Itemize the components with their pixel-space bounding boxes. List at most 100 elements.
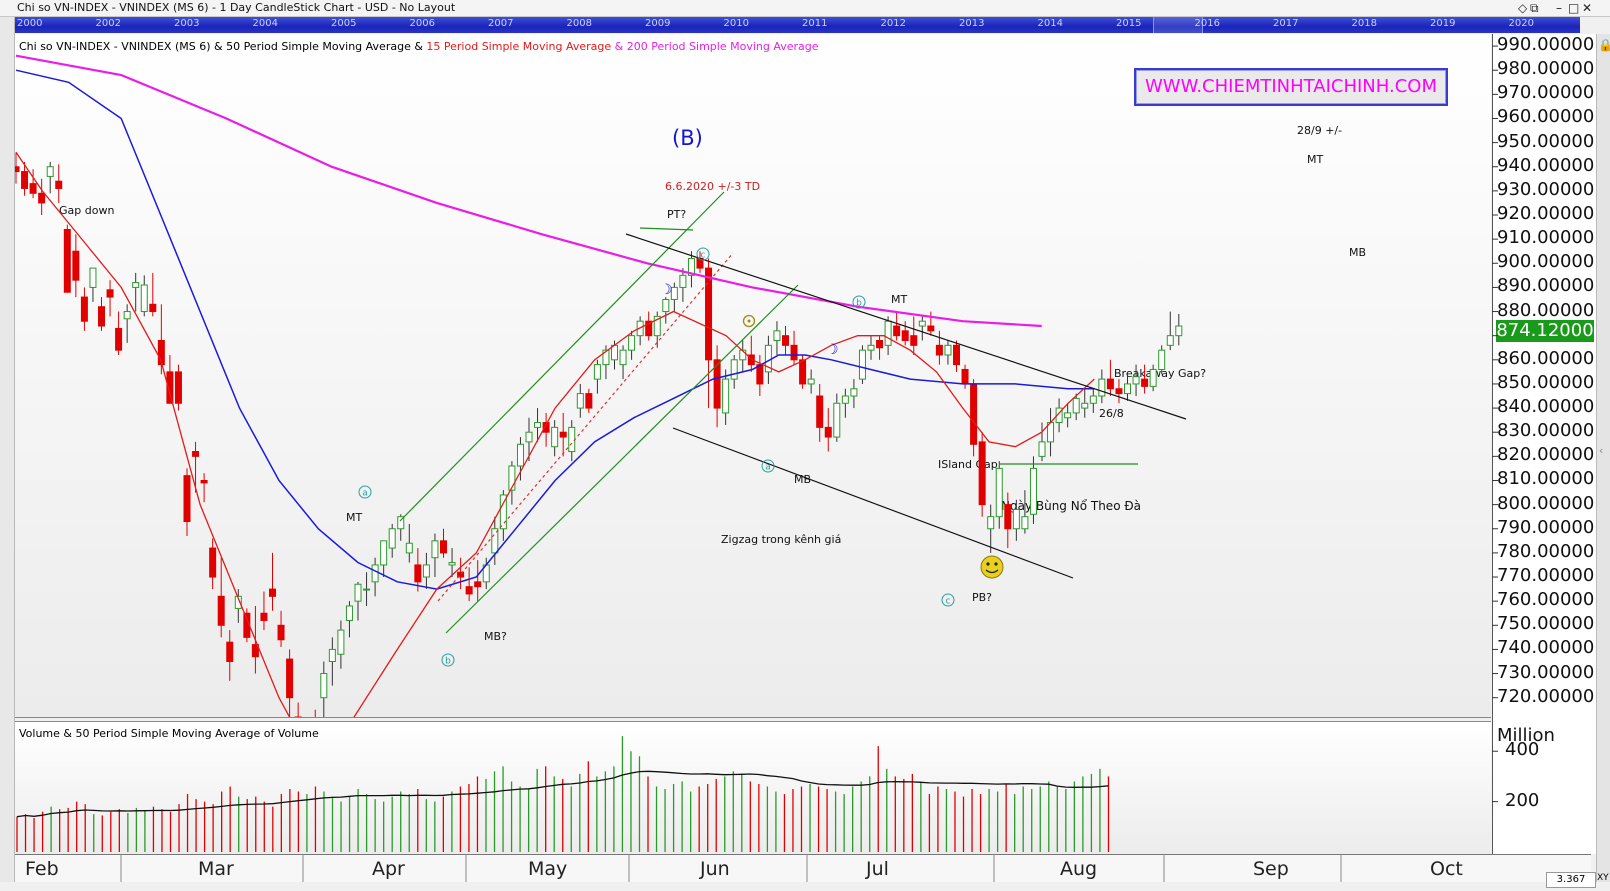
minimize-icon[interactable]: – <box>1556 1 1562 15</box>
candle-up <box>431 540 439 559</box>
year-label[interactable]: 2020 <box>1508 18 1534 29</box>
annot-mt-sep: MT <box>1307 153 1324 166</box>
legend-main: Chi so VN-INDEX - VNINDEX (MS 6) & 50 Pe… <box>19 40 423 53</box>
time-axis[interactable]: Feb Mar Apr May Jun Jul Aug Sep Oct <box>15 854 1591 883</box>
y-tick-label: 750.00000 <box>1497 613 1595 635</box>
close-icon[interactable]: ✕ <box>1582 1 1593 15</box>
candle-down <box>893 325 901 337</box>
panel-toggle-icon[interactable]: ‹ <box>1599 444 1604 457</box>
candle-up <box>1098 378 1106 397</box>
candle-down <box>747 354 755 366</box>
x-month-label: Mar <box>198 858 234 880</box>
year-label[interactable]: 2002 <box>95 18 121 29</box>
candle-down <box>21 171 29 189</box>
annot-zigzag: Zigzag trong kênh giá <box>721 533 842 546</box>
candle-down <box>277 624 285 641</box>
candle-up <box>551 426 559 448</box>
candle-up <box>234 595 242 609</box>
candle-up <box>1021 516 1029 530</box>
annot-mt-april: MT <box>346 511 363 524</box>
volume-tick-label: 400 <box>1505 739 1540 761</box>
candle-down <box>824 426 832 438</box>
maximize-icon[interactable]: □ <box>1568 1 1580 15</box>
year-label[interactable]: 2017 <box>1273 18 1299 29</box>
candle-down <box>260 612 268 621</box>
candle-up <box>1089 395 1097 404</box>
candle-down <box>183 475 191 523</box>
year-label[interactable]: 2010 <box>723 18 749 29</box>
y-tick-label: 860.00000 <box>1497 347 1595 369</box>
year-label[interactable]: 2015 <box>1116 18 1142 29</box>
candle-down <box>29 183 37 194</box>
candle-up <box>944 344 952 356</box>
xy-button[interactable]: XY <box>1597 873 1609 883</box>
annot-pt: PT? <box>667 208 687 221</box>
year-label[interactable]: 2012 <box>880 18 906 29</box>
candle-down <box>72 250 80 281</box>
year-label[interactable]: 2003 <box>174 18 200 29</box>
candle-down <box>440 540 447 554</box>
candle-up <box>380 540 388 566</box>
candle-up <box>1038 441 1046 457</box>
window-title: Chi so VN-INDEX - VNINDEX (MS 6) - 1 Day… <box>17 1 456 14</box>
year-label[interactable]: 2018 <box>1351 18 1377 29</box>
candle-up <box>508 465 516 491</box>
year-navigator[interactable]: 2000 2002 2003 2004 2005 2006 2007 2008 2009 2010… <box>15 17 1580 33</box>
year-label[interactable]: 2008 <box>566 18 592 29</box>
volume-tick-label: 200 <box>1505 789 1540 811</box>
year-navigator-selection[interactable] <box>1153 17 1203 33</box>
y-tick-label: 730.00000 <box>1497 661 1595 683</box>
year-label[interactable]: 2000 <box>17 18 43 29</box>
wave-a-april-label: a <box>362 489 368 499</box>
price-panel[interactable] <box>15 34 1491 718</box>
year-label[interactable]: 2019 <box>1430 18 1456 29</box>
candle-up <box>670 286 678 300</box>
year-label[interactable]: 2004 <box>252 18 278 29</box>
candle-up <box>1149 368 1157 387</box>
candle-down <box>226 641 234 662</box>
y-tick-label: 910.00000 <box>1497 227 1595 249</box>
price-axis[interactable]: 720.00000 730.00000 740.00000 750.00000 760.… <box>1492 34 1596 854</box>
x-month-label: Aug <box>1060 858 1098 880</box>
year-label[interactable]: 2014 <box>1037 18 1063 29</box>
year-label[interactable]: 2011 <box>802 18 828 29</box>
candle-up <box>833 402 841 438</box>
last-price-marker: 874.12000 <box>1496 320 1594 342</box>
year-label[interactable]: 2005 <box>331 18 357 29</box>
candle-up <box>1081 402 1089 409</box>
annot-mb-june: MB <box>794 473 812 486</box>
year-label[interactable]: 2006 <box>409 18 435 29</box>
candle-down <box>1106 378 1114 390</box>
volume-panel[interactable] <box>15 721 1491 855</box>
year-label[interactable]: 2013 <box>959 18 985 29</box>
y-tick-label: 940.00000 <box>1497 154 1595 176</box>
candle-up <box>1064 412 1072 419</box>
year-label[interactable]: 2009 <box>645 18 671 29</box>
sma50-line <box>15 69 1095 590</box>
candle-up <box>46 166 54 177</box>
candle-up <box>884 320 892 346</box>
candle-down <box>901 330 909 342</box>
year-label[interactable]: 2016 <box>1194 18 1220 29</box>
right-scrollbar[interactable]: 🔒 ‹ <box>1596 34 1610 891</box>
candle-up <box>1072 397 1080 414</box>
candle-up <box>807 378 815 385</box>
wave-b-july-circle <box>852 295 866 309</box>
volume-unit-label: Million <box>1497 725 1555 746</box>
restore-icon[interactable]: ⧉ <box>1530 1 1539 15</box>
candle-down <box>713 359 721 409</box>
year-label[interactable]: 2007 <box>488 18 514 29</box>
status-bar <box>0 882 1610 891</box>
gold-circle-marker <box>742 314 756 328</box>
y-tick-label: 950.00000 <box>1497 130 1595 152</box>
candle-down <box>80 296 88 322</box>
candle-up <box>422 564 430 578</box>
legend-sma200: 200 Period Simple Moving Average <box>626 40 819 53</box>
candle-up <box>516 443 524 467</box>
x-month-label: May <box>528 858 568 880</box>
window-titlebar: Chi so VN-INDEX - VNINDEX (MS 6) - 1 Day… <box>0 0 1610 17</box>
candle-down <box>192 451 200 457</box>
pin-icon[interactable]: ◇ <box>1518 1 1528 15</box>
lock-icon[interactable]: 🔒 <box>1598 38 1610 52</box>
